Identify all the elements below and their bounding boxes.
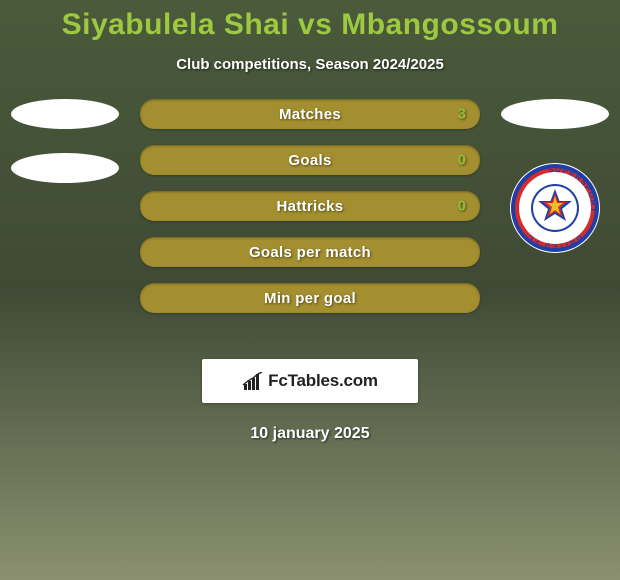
stat-bar: Hattricks 0	[140, 191, 480, 221]
club-logo-placeholder	[11, 153, 119, 183]
comparison-card: Siyabulela Shai vs Mbangossoum Club comp…	[0, 0, 620, 580]
stat-label: Hattricks	[277, 198, 344, 215]
stat-value: 0	[458, 198, 466, 215]
stat-bar: Goals 0	[140, 145, 480, 175]
stats-content: Matches 3 Goals 0 Hattricks 0 Goals per match M…	[0, 99, 620, 329]
player-photo-placeholder	[11, 99, 119, 129]
stat-label: Matches	[279, 106, 341, 123]
left-player-column	[0, 99, 130, 183]
watermark-text: FcTables.com	[268, 371, 378, 391]
club-logo: SUPERSPORT UNITED FC	[510, 163, 600, 253]
supersport-united-logo-icon: SUPERSPORT UNITED FC	[510, 163, 600, 253]
right-player-column: SUPERSPORT UNITED FC	[490, 99, 620, 253]
stat-value: 0	[458, 152, 466, 169]
page-subtitle: Club competitions, Season 2024/2025	[0, 56, 620, 73]
stat-label: Min per goal	[264, 290, 356, 307]
stat-label: Goals per match	[249, 244, 371, 261]
stats-bars: Matches 3 Goals 0 Hattricks 0 Goals per match M…	[140, 99, 480, 313]
player-photo-placeholder	[501, 99, 609, 129]
watermark-badge: FcTables.com	[202, 359, 418, 403]
bars-icon	[242, 372, 264, 390]
stat-bar: Matches 3	[140, 99, 480, 129]
stat-bar: Min per goal	[140, 283, 480, 313]
stat-bar: Goals per match	[140, 237, 480, 267]
footer-date: 10 january 2025	[0, 425, 620, 443]
stat-label: Goals	[288, 152, 331, 169]
page-title: Siyabulela Shai vs Mbangossoum	[0, 8, 620, 42]
stat-value: 3	[458, 106, 466, 123]
